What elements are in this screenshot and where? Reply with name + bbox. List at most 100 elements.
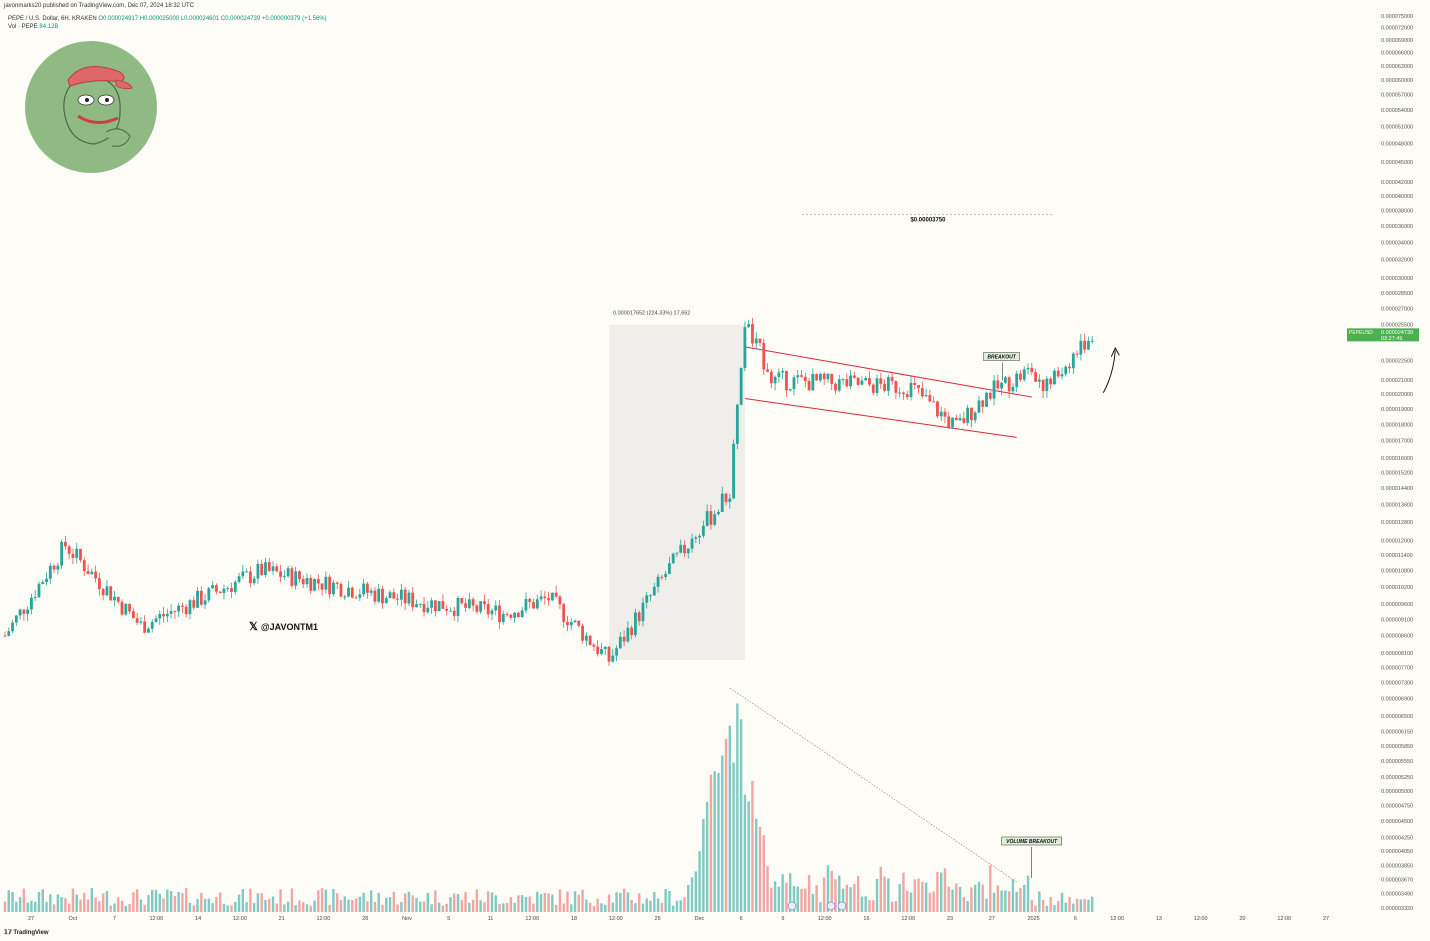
- candle-body: [1068, 366, 1071, 369]
- time-tick-label: 13: [1156, 916, 1162, 922]
- volume-bar: [1011, 879, 1015, 912]
- volume-bar: [407, 891, 411, 912]
- volume-bar: [804, 888, 807, 912]
- volume-bar: [709, 774, 713, 912]
- candle-body: [403, 589, 407, 604]
- volume-bar: [3, 901, 7, 912]
- current-price-tag: [1347, 328, 1419, 342]
- volume-bar: [513, 902, 516, 912]
- volume-bar: [320, 888, 324, 912]
- volume-bar: [279, 889, 282, 912]
- candle-body: [71, 553, 75, 558]
- time-tick-label: 27: [28, 916, 34, 922]
- volume-bar: [547, 893, 550, 912]
- volume-bar: [286, 901, 290, 912]
- candle-body: [1015, 373, 1019, 387]
- volume-bar: [234, 901, 237, 912]
- volume-bar: [554, 904, 558, 912]
- candle-body: [196, 590, 199, 608]
- candle-body: [30, 597, 33, 610]
- volume-bar: [879, 866, 882, 912]
- volume-bar: [143, 904, 146, 912]
- candle-body: [992, 380, 996, 399]
- volume-bar: [747, 801, 750, 912]
- volume-bar: [79, 899, 82, 912]
- price-tick-label: 0.000048000: [1381, 142, 1413, 148]
- volume-breakout-label: VOLUME BREAKOUT: [1006, 839, 1058, 845]
- candle-body: [128, 603, 131, 612]
- volume-bar: [483, 902, 486, 912]
- volume-label[interactable]: Vol · PEPE: [8, 24, 38, 30]
- volume-bar: [434, 890, 437, 912]
- volume-bar: [188, 902, 192, 912]
- volume-bar: [369, 890, 373, 912]
- candle-body: [501, 613, 505, 623]
- volume-bar: [464, 892, 467, 912]
- candle-body: [879, 378, 883, 384]
- volume-bar: [573, 891, 577, 912]
- volume-bar: [1068, 896, 1071, 912]
- candle-body: [603, 646, 607, 650]
- volume-bar: [520, 895, 524, 912]
- candle-body: [135, 618, 139, 623]
- volume-bar: [37, 892, 41, 912]
- volume-bar: [373, 901, 377, 912]
- candle-body: [332, 582, 335, 595]
- candle-body: [577, 620, 581, 626]
- volume-bar: [845, 884, 849, 912]
- candle-body: [1083, 340, 1087, 350]
- volume-trendline: [729, 687, 1017, 883]
- volume-bar: [887, 878, 890, 912]
- candle-body: [675, 552, 679, 554]
- candle-body: [41, 582, 45, 584]
- volume-bar: [260, 893, 263, 912]
- candle-body: [475, 605, 479, 612]
- volume-bar: [502, 903, 505, 912]
- candle-body: [350, 587, 354, 598]
- tradingview-brand[interactable]: 𝟙𝟟 TradingView: [4, 930, 49, 936]
- volume-bar: [981, 884, 984, 912]
- volume-bar: [864, 896, 867, 912]
- price-tick-label: 0.000008100: [1381, 651, 1413, 657]
- volume-bar: [622, 888, 626, 912]
- volume-bar: [551, 894, 554, 912]
- volume-bar: [437, 902, 441, 912]
- volume-bar: [105, 891, 109, 912]
- candle-body: [422, 603, 426, 613]
- price-tick-label: 0.000007300: [1381, 681, 1413, 687]
- price-tick-label: 0.000021000: [1381, 378, 1413, 384]
- price-tick-label: 0.000038000: [1381, 209, 1413, 215]
- volume-bar: [222, 904, 226, 912]
- candle-body: [649, 595, 652, 597]
- volume-bar: [1079, 899, 1083, 912]
- current-price-value: 0.000024739: [1381, 330, 1413, 336]
- volume-bar: [694, 871, 698, 912]
- volume-bar: [298, 900, 301, 912]
- candle-body: [905, 394, 909, 398]
- candle-body: [86, 571, 90, 575]
- volume-bar: [996, 885, 1000, 912]
- candle-body: [267, 562, 271, 571]
- volume-bar: [630, 899, 633, 912]
- high-value: H0.000025000: [139, 16, 180, 22]
- candle-body: [1075, 353, 1079, 355]
- candle-body: [1022, 369, 1026, 380]
- candle-body: [785, 370, 788, 391]
- volume-bar: [34, 901, 37, 912]
- volume-bar: [45, 901, 48, 912]
- candle-body: [433, 600, 437, 612]
- symbol-label[interactable]: PEPE / U.S. Dollar, 6H, KRAKEN: [8, 16, 97, 22]
- volume-bar: [872, 900, 875, 912]
- candle-body: [671, 553, 675, 564]
- volume-bar: [819, 902, 822, 912]
- candle-body: [131, 611, 135, 619]
- volume-bar: [177, 891, 180, 912]
- volume-bar: [596, 898, 599, 912]
- time-tick-label: 11: [488, 916, 494, 922]
- volume-bar: [717, 773, 720, 912]
- volume-bar: [215, 896, 218, 912]
- volume-legend: Vol · PEPE 84.12B: [8, 24, 58, 30]
- price-tick-label: 0.000045000: [1381, 160, 1413, 166]
- candle-body: [33, 597, 37, 599]
